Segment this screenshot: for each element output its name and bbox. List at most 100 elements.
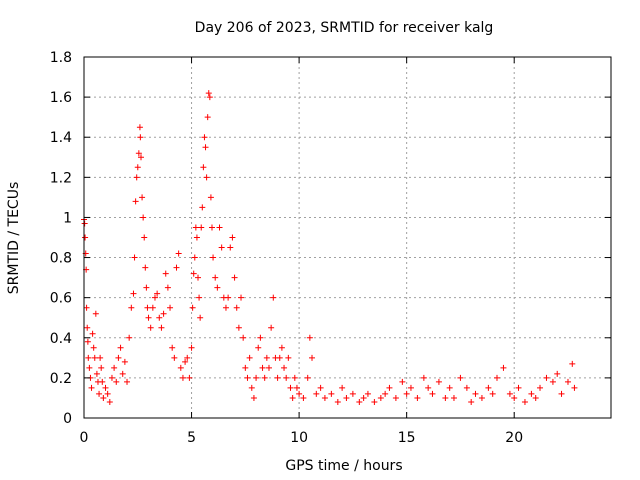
data-point — [193, 234, 200, 241]
y-tick-label: 1.8 — [50, 50, 72, 66]
data-point — [293, 384, 300, 391]
data-point — [261, 374, 268, 381]
y-tick-label: 0.2 — [50, 371, 72, 387]
data-point — [190, 270, 197, 277]
data-point — [392, 394, 399, 401]
data-point — [549, 378, 556, 385]
data-point — [515, 384, 522, 391]
data-point — [136, 124, 143, 131]
data-point — [151, 294, 158, 301]
data-point — [214, 284, 221, 291]
data-point — [493, 374, 500, 381]
data-point — [179, 374, 186, 381]
data-point — [537, 384, 544, 391]
data-point — [343, 394, 350, 401]
data-point — [83, 304, 90, 311]
data-point — [450, 394, 457, 401]
x-axis-label: GPS time / hours — [285, 458, 402, 474]
axis-ticks: 0 0.2 0.4 0.6 0.8 1 1.2 1.4 1.6 1.8 0 5 10 15 20 — [50, 50, 611, 446]
data-point — [202, 144, 209, 151]
data-point — [253, 374, 260, 381]
data-point — [248, 384, 255, 391]
data-point — [306, 334, 313, 341]
data-point — [96, 390, 103, 397]
x-tick-label: 5 — [187, 430, 196, 446]
data-point — [235, 324, 242, 331]
data-point — [463, 384, 470, 391]
data-point — [291, 374, 298, 381]
data-point — [137, 134, 144, 141]
data-point — [521, 398, 528, 405]
data-point — [130, 290, 137, 297]
data-point — [270, 294, 277, 301]
data-point — [86, 364, 93, 371]
data-point — [231, 274, 238, 281]
data-point — [82, 234, 89, 241]
data-point — [313, 390, 320, 397]
data-point — [128, 304, 135, 311]
data-point — [204, 114, 211, 121]
data-point — [111, 364, 118, 371]
data-point — [131, 254, 138, 261]
data-point — [564, 378, 571, 385]
data-point — [191, 254, 198, 261]
data-point — [429, 390, 436, 397]
data-point — [124, 378, 131, 385]
data-point — [164, 284, 171, 291]
data-point — [117, 344, 124, 351]
data-point — [143, 284, 150, 291]
data-point — [250, 394, 257, 401]
data-point — [140, 214, 147, 221]
data-point — [99, 378, 106, 385]
data-point — [184, 354, 191, 361]
data-points — [81, 90, 578, 405]
data-point — [382, 390, 389, 397]
data-point — [200, 164, 207, 171]
data-point — [198, 224, 205, 231]
data-point — [309, 354, 316, 361]
data-point — [569, 360, 576, 367]
data-point — [216, 224, 223, 231]
data-point — [113, 378, 120, 385]
data-point — [328, 390, 335, 397]
data-point — [364, 390, 371, 397]
data-point — [119, 370, 126, 377]
data-point — [511, 394, 518, 401]
x-tick-label: 20 — [505, 430, 523, 446]
data-point — [244, 374, 251, 381]
data-point — [108, 374, 115, 381]
data-point — [89, 330, 96, 337]
data-point — [81, 220, 88, 227]
data-point — [478, 394, 485, 401]
data-point — [386, 384, 393, 391]
data-point — [339, 384, 346, 391]
y-axis-label: SRMTID / TECUs — [6, 182, 22, 295]
data-point — [142, 264, 149, 271]
data-point — [468, 398, 475, 405]
data-point — [98, 364, 105, 371]
data-point — [203, 174, 210, 181]
data-point — [222, 304, 229, 311]
data-point — [84, 324, 91, 331]
data-point — [317, 384, 324, 391]
data-point — [532, 394, 539, 401]
data-point — [106, 398, 113, 405]
data-point — [169, 344, 176, 351]
data-point — [377, 394, 384, 401]
data-point — [121, 358, 128, 365]
data-point — [149, 304, 156, 311]
data-point — [100, 394, 107, 401]
data-point — [210, 254, 217, 261]
data-point — [571, 384, 578, 391]
data-point — [160, 310, 167, 317]
data-point — [147, 324, 154, 331]
data-point — [287, 384, 294, 391]
data-point — [212, 274, 219, 281]
data-point — [93, 370, 100, 377]
data-point — [259, 364, 266, 371]
data-point — [138, 154, 145, 161]
data-point — [158, 324, 165, 331]
data-point — [349, 390, 356, 397]
data-point — [135, 150, 142, 157]
